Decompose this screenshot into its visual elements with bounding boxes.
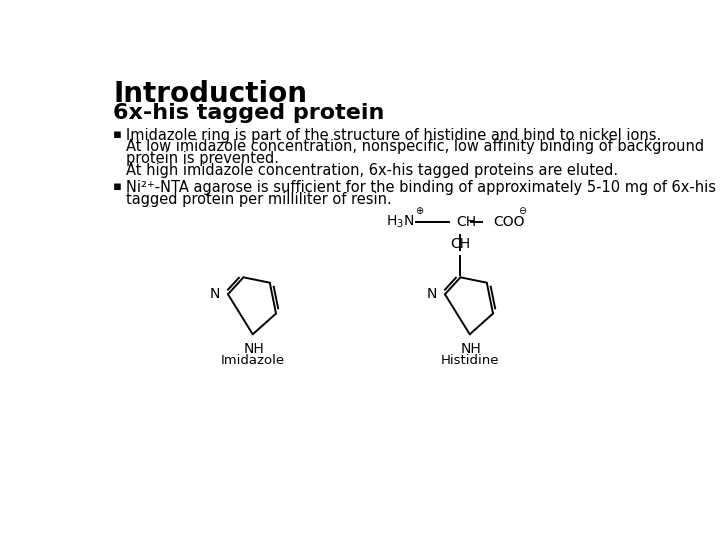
- Text: H$_3$N: H$_3$N: [386, 214, 414, 230]
- Text: Histidine: Histidine: [441, 354, 499, 367]
- Text: ▪: ▪: [113, 180, 122, 193]
- Text: protein is prevented.: protein is prevented.: [126, 151, 279, 166]
- Text: At low imidazole concentration, nonspecific, low affinity binding of background: At low imidazole concentration, nonspeci…: [126, 139, 703, 154]
- Text: COO: COO: [493, 215, 524, 229]
- Text: ⊕: ⊕: [415, 206, 423, 217]
- Text: Imidazole: Imidazole: [221, 354, 285, 367]
- Text: NH: NH: [244, 342, 265, 356]
- Text: CH: CH: [451, 237, 470, 251]
- Text: CH: CH: [456, 215, 477, 229]
- Text: 6x-his tagged protein: 6x-his tagged protein: [113, 103, 384, 123]
- Text: ⊖: ⊖: [518, 206, 526, 217]
- Text: Ni²⁺-NTA agarose is sufficient for the binding of approximately 5-10 mg of 6x-hi: Ni²⁺-NTA agarose is sufficient for the b…: [126, 180, 716, 195]
- Text: N: N: [210, 287, 220, 301]
- Text: Introduction: Introduction: [113, 80, 307, 108]
- Text: At high imidazole concentration, 6x-his tagged proteins are eluted.: At high imidazole concentration, 6x-his …: [126, 163, 618, 178]
- Text: Imidazole ring is part of the structure of histidine and bind to nickel ions.: Imidazole ring is part of the structure …: [126, 128, 661, 143]
- Text: tagged protein per milliliter of resin.: tagged protein per milliliter of resin.: [126, 192, 392, 207]
- Text: N: N: [427, 287, 437, 301]
- Text: NH: NH: [461, 342, 482, 356]
- Text: ▪: ▪: [113, 128, 122, 141]
